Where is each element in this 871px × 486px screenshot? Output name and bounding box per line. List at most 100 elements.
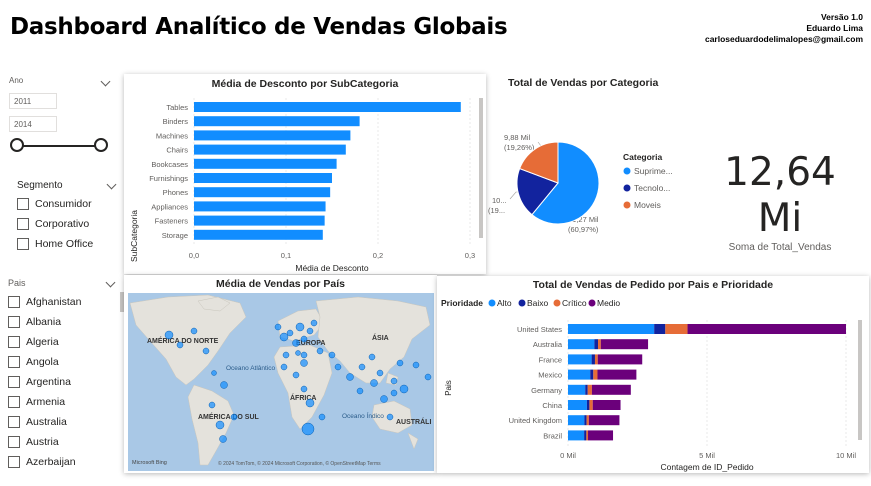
map-bubble[interactable] (211, 370, 217, 376)
priority-segment-brazil-alto[interactable] (568, 430, 585, 441)
discount-bar-machines[interactable] (194, 130, 351, 141)
priority-segment-brazil-medio[interactable] (588, 430, 614, 441)
priority-segment-germany-medio[interactable] (591, 384, 631, 395)
map-bubble[interactable] (279, 332, 289, 342)
country-option-armenia[interactable]: Armenia (8, 392, 124, 412)
map-bubble[interactable] (282, 351, 290, 359)
priority-segment-brazil-critico[interactable] (586, 430, 589, 441)
map-bubble[interactable] (230, 413, 238, 421)
map-bubble[interactable] (334, 363, 342, 371)
discount-bar-chairs[interactable] (194, 144, 346, 155)
map-bubble[interactable] (300, 359, 308, 367)
map-bubble[interactable] (220, 381, 228, 389)
map-bubble[interactable] (292, 339, 300, 347)
priority-segment-united-kingdom-alto[interactable] (568, 415, 585, 426)
priority-segment-united-states-medio[interactable] (687, 324, 846, 334)
map-bubble[interactable] (358, 363, 366, 371)
pie-slice-moveis[interactable] (518, 141, 559, 184)
year-to-input[interactable]: 2014 (9, 116, 57, 132)
checkbox[interactable] (8, 296, 20, 308)
country-option-angola[interactable]: Angola (8, 352, 124, 372)
priority-segment-mexico-medio[interactable] (597, 369, 637, 380)
discount-scrollbar[interactable] (479, 98, 483, 238)
segment-option-corporativo[interactable]: Corporativo (17, 214, 117, 234)
map-bubble[interactable] (380, 395, 388, 403)
discount-bar-appliances[interactable] (194, 201, 326, 212)
discount-bar-storage[interactable] (194, 229, 323, 240)
map-bubble[interactable] (301, 422, 315, 436)
map-attribution[interactable]: © 2024 TomTom, © 2024 Microsoft Corporat… (218, 460, 381, 467)
country-option-afghanistan[interactable]: Afghanistan (8, 292, 124, 312)
priority-segment-mexico-alto[interactable] (568, 369, 591, 380)
checkbox[interactable] (8, 416, 20, 428)
country-slicer[interactable]: Pais Afghanistan Albania Algeria Angola Arge… (8, 277, 124, 468)
segment-option-home-office[interactable]: Home Office (17, 234, 117, 254)
year-slider-start-handle[interactable] (10, 138, 24, 152)
year-slicer[interactable]: Ano 2011 2014 (9, 76, 113, 156)
map-bubble[interactable] (310, 319, 318, 327)
checkbox[interactable] (8, 356, 20, 368)
map-bubble[interactable] (318, 413, 326, 421)
priority-segment-australia-critico[interactable] (598, 339, 601, 350)
map-bubble[interactable] (346, 373, 354, 381)
checkbox[interactable] (8, 456, 20, 468)
map-bubble[interactable] (396, 359, 404, 367)
map-bubble[interactable] (376, 369, 384, 377)
priority-segment-united-states-baixo[interactable] (654, 324, 666, 334)
country-option-australia[interactable]: Australia (8, 412, 124, 432)
map-bubble[interactable] (328, 351, 336, 359)
priority-segment-france-baixo[interactable] (591, 354, 595, 365)
country-option-albania[interactable]: Albania (8, 312, 124, 332)
map-bubble[interactable] (390, 389, 398, 397)
country-option-argentina[interactable]: Argentina (8, 372, 124, 392)
priority-segment-australia-medio[interactable] (600, 339, 649, 350)
priority-segment-united-states-critico[interactable] (665, 324, 688, 334)
map-bubble[interactable] (164, 330, 174, 340)
pie-slice-suprime[interactable] (531, 141, 600, 225)
priority-segment-france-alto[interactable] (568, 354, 592, 365)
segment-slicer[interactable]: Segmento Consumidor Corporativo Home Offic… (17, 179, 117, 254)
country-option-austria[interactable]: Austria (8, 432, 124, 452)
map-bubble[interactable] (424, 373, 432, 381)
checkbox[interactable] (8, 436, 20, 448)
map-bubble[interactable] (300, 351, 308, 359)
priority-segment-brazil-baixo[interactable] (584, 430, 587, 441)
priority-segment-germany-critico[interactable] (587, 384, 592, 395)
checkbox[interactable] (17, 218, 29, 230)
map-bubble[interactable] (368, 353, 376, 361)
map-bubble[interactable] (386, 413, 394, 421)
map-bubble[interactable] (292, 371, 300, 379)
map-bubble[interactable] (305, 398, 315, 408)
map-bubble[interactable] (306, 327, 314, 335)
priority-segment-china-baixo[interactable] (586, 400, 590, 410)
checkbox[interactable] (8, 376, 20, 388)
priority-legend-label[interactable]: Medio (597, 298, 620, 308)
checkbox[interactable] (8, 316, 20, 328)
priority-segment-france-medio[interactable] (597, 354, 643, 365)
discount-bar-tables[interactable] (194, 102, 461, 112)
pie-legend-label[interactable]: Moveis (634, 200, 661, 210)
map-bubble[interactable] (176, 341, 184, 349)
map-bubble[interactable] (208, 401, 216, 409)
map-bubble[interactable] (219, 435, 227, 443)
map-bubble[interactable] (356, 387, 364, 395)
priority-segment-china-critico[interactable] (589, 400, 593, 410)
country-option-azerbaijan[interactable]: Azerbaijan (8, 452, 124, 472)
checkbox[interactable] (8, 396, 20, 408)
priority-legend-label[interactable]: Alto (497, 298, 512, 308)
priority-segment-mexico-baixo[interactable] (590, 369, 594, 380)
map-bubble[interactable] (274, 323, 282, 331)
pie-legend-label[interactable]: Tecnolo... (634, 183, 670, 193)
priority-scrollbar[interactable] (858, 320, 862, 440)
map-bubble[interactable] (280, 363, 288, 371)
discount-bar-phones[interactable] (194, 187, 331, 198)
priority-segment-germany-alto[interactable] (568, 384, 586, 395)
year-from-input[interactable]: 2011 (9, 93, 57, 109)
map-bubble[interactable] (295, 350, 301, 356)
discount-bar-fasteners[interactable] (194, 215, 325, 226)
priority-segment-united-states-alto[interactable] (568, 324, 655, 334)
priority-segment-germany-baixo[interactable] (585, 384, 588, 395)
checkbox[interactable] (8, 336, 20, 348)
map-bubble[interactable] (412, 361, 420, 369)
discount-bar-bookcases[interactable] (194, 158, 337, 169)
